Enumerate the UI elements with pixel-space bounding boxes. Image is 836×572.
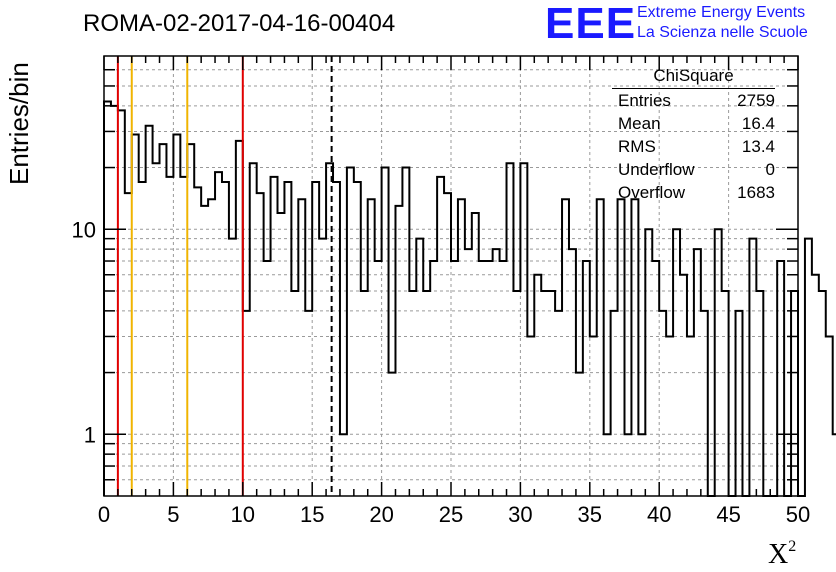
- stats-value: 13.4: [741, 137, 775, 156]
- x-tick-label: 30: [508, 502, 532, 527]
- stats-value: 2759: [737, 91, 775, 110]
- eee-logo: EEE: [545, 0, 637, 48]
- stats-label: Underflow: [618, 160, 695, 179]
- x-tick-label: 40: [647, 502, 671, 527]
- x-tick-label: 50: [786, 502, 810, 527]
- stats-value: 16.4: [741, 114, 775, 133]
- y-tick-label: 10: [72, 217, 96, 242]
- x-axis-label: X2: [768, 538, 796, 571]
- x-tick-label: 20: [369, 502, 393, 527]
- y-axis-label: Entries/bin: [4, 62, 34, 185]
- stats-value: 0: [765, 160, 775, 179]
- axis-ticks: [103, 56, 799, 496]
- stats-label: Overflow: [618, 183, 686, 202]
- stats-row-entries: Entries 2759: [612, 91, 775, 114]
- x-tick-label: 0: [98, 502, 110, 527]
- x-tick-label: 5: [167, 502, 179, 527]
- stats-value: 1683: [737, 183, 775, 202]
- x-tick-label: 45: [716, 502, 740, 527]
- stats-label: Entries: [618, 91, 671, 110]
- stats-title: ChiSquare: [612, 66, 775, 89]
- stats-box: ChiSquare Entries 2759 Mean 16.4 RMS 13.4 U…: [612, 66, 775, 206]
- stats-row-underflow: Underflow 0: [612, 160, 775, 183]
- x-tick-label: 15: [300, 502, 324, 527]
- stats-row-overflow: Overflow 1683: [612, 183, 775, 206]
- x-tick-label: 35: [578, 502, 602, 527]
- y-tick-labels: 1 10: [72, 217, 96, 447]
- logo-line-1: Extreme Energy Events: [637, 4, 806, 21]
- stats-row-mean: Mean 16.4: [612, 114, 775, 137]
- x-axis-label-base: X: [768, 539, 789, 570]
- y-tick-label: 1: [84, 422, 96, 447]
- logo-line-2: La Scienza nelle Scuole: [637, 24, 808, 41]
- stats-row-rms: RMS 13.4: [612, 137, 775, 160]
- x-tick-label: 10: [231, 502, 255, 527]
- x-tick-labels: 0 5 10 15 20 25 30 35 40 45 50: [98, 502, 810, 527]
- chart-title: ROMA-02-2017-04-16-00404: [83, 10, 396, 37]
- x-tick-label: 25: [439, 502, 463, 527]
- stats-label: RMS: [618, 137, 656, 156]
- stats-label: Mean: [618, 114, 661, 133]
- marker-lines: [116, 56, 333, 496]
- x-axis-label-superscript: 2: [788, 538, 797, 555]
